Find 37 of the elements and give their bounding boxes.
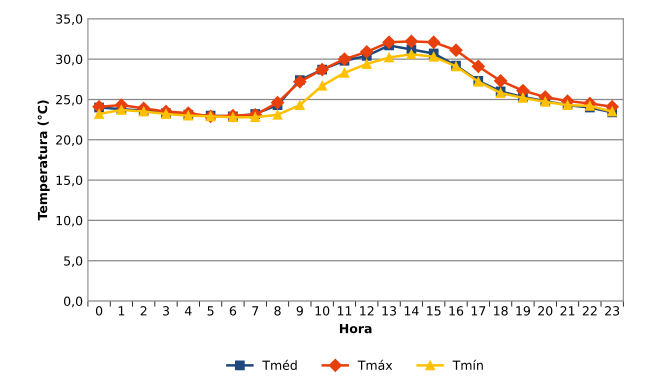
x-tick-label: 11 (338, 306, 352, 316)
x-tick-label: 9 (296, 306, 303, 316)
x-tick-label: 20 (538, 306, 552, 316)
x-tick-label: 14 (404, 306, 419, 316)
x-tick-label: 3 (162, 306, 169, 316)
y-tick-label: 30,0 (56, 54, 82, 66)
x-tick-label: 2 (140, 306, 146, 316)
y-tick-label: 15,0 (56, 176, 82, 186)
y-tick-label: 5,0 (64, 256, 82, 267)
x-tick-label: 0 (96, 306, 102, 316)
x-tick-label: 1 (118, 306, 124, 316)
x-tick-label: 7 (252, 306, 258, 316)
legend-label: Tméd (262, 360, 297, 370)
x-tick-label: 16 (449, 306, 464, 316)
x-tick-label: 22 (582, 306, 597, 316)
x-tick-label: 13 (382, 306, 396, 316)
x-tick-label: 10 (316, 306, 330, 316)
x-tick-label: 18 (494, 306, 508, 316)
y-axis-title: Temperatura (°C) (38, 100, 50, 220)
legend-label: Tmáx (358, 360, 392, 370)
y-tick-label: 10,0 (56, 216, 82, 227)
x-tick-label: 17 (472, 306, 486, 316)
x-tick-label: 21 (560, 306, 574, 316)
x-tick-label: 5 (208, 306, 214, 316)
y-tick-label: 0,0 (64, 296, 82, 308)
y-tick-label: 25,0 (56, 94, 82, 106)
x-axis-title: Hora (340, 324, 372, 334)
x-tick-label: 12 (360, 306, 374, 316)
x-tick-label: 4 (184, 306, 192, 316)
x-tick-label: 23 (605, 306, 620, 316)
legend-label: Tmín (452, 360, 483, 370)
x-tick-label: 6 (230, 306, 236, 316)
x-tick-label: 15 (427, 306, 441, 316)
y-tick-label: 20,0 (56, 135, 82, 146)
x-tick-label: 19 (516, 306, 530, 316)
x-tick-label: 8 (274, 306, 281, 316)
y-tick-label: 35,0 (56, 14, 82, 26)
